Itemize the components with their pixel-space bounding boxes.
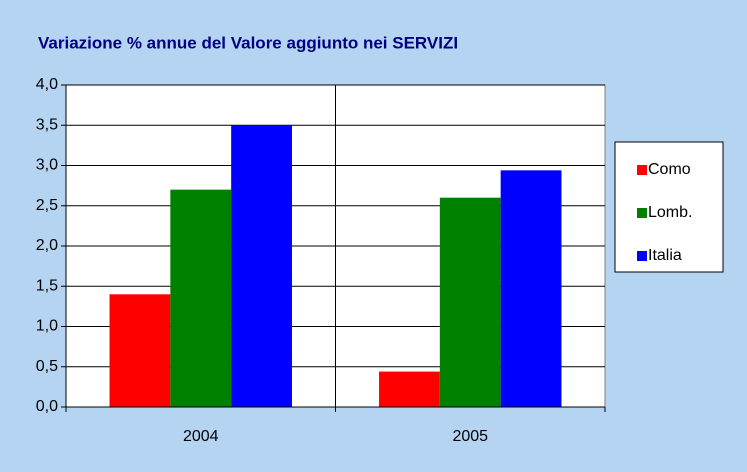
chart-title: Variazione % annue del Valore aggiunto n… xyxy=(38,33,458,52)
y-tick-label: 2,0 xyxy=(36,237,58,254)
legend-swatch xyxy=(637,208,647,218)
legend-label: Italia xyxy=(648,247,682,264)
bar xyxy=(500,170,562,407)
legend-label: Lomb. xyxy=(648,204,692,221)
bar xyxy=(231,125,292,407)
y-tick-label: 1,0 xyxy=(36,318,58,335)
y-tick-label: 0,0 xyxy=(36,398,58,415)
bar xyxy=(379,371,440,407)
y-tick-label: 3,5 xyxy=(36,116,58,133)
legend xyxy=(614,141,724,273)
x-tick-label: 2005 xyxy=(452,428,488,445)
x-tick-label: 2004 xyxy=(183,428,219,445)
y-tick-label: 0,5 xyxy=(36,358,58,375)
y-tick-label: 4,0 xyxy=(36,76,58,93)
y-tick-label: 2,5 xyxy=(36,197,58,214)
bar xyxy=(170,189,232,407)
legend-swatch xyxy=(637,251,647,261)
legend-label: Como xyxy=(648,161,691,178)
bar xyxy=(109,294,171,407)
bar xyxy=(439,197,501,407)
y-tick-label: 3,0 xyxy=(36,157,58,174)
legend-swatch xyxy=(637,165,647,175)
y-tick-label: 1,5 xyxy=(36,277,58,294)
